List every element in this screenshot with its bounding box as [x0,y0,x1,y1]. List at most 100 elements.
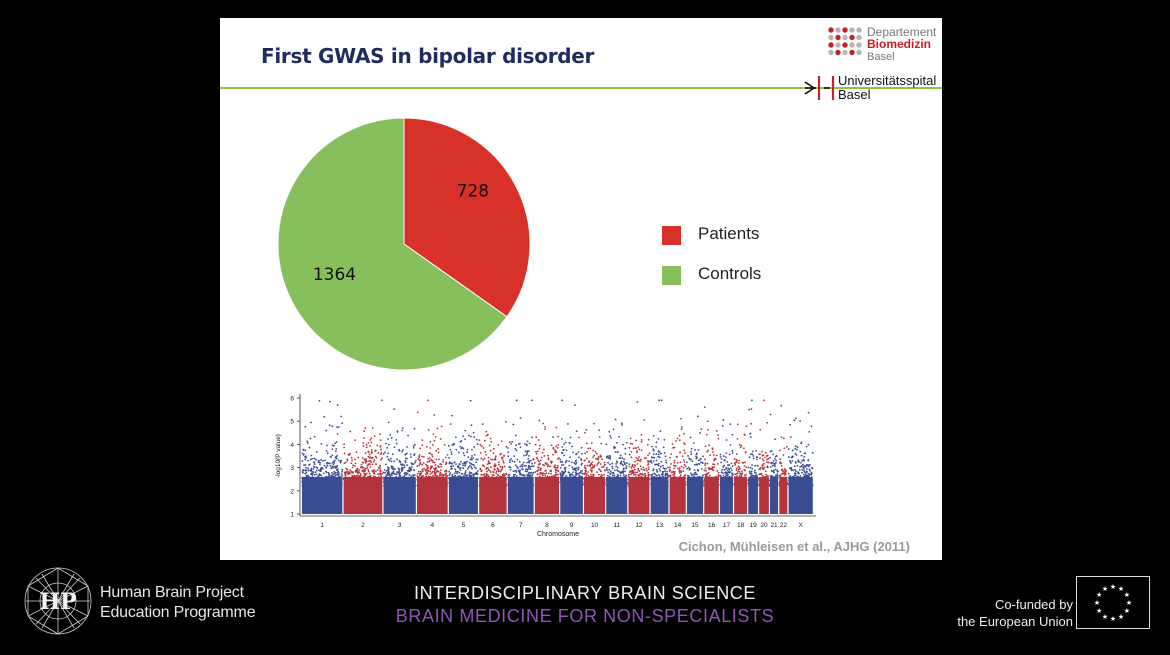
snp-point [533,461,536,464]
snp-point [545,484,548,487]
snp-point [377,466,380,469]
snp-point [453,481,456,484]
snp-point [484,451,487,453]
snp-point [706,475,709,478]
snp-point [499,470,502,473]
snp-point [313,474,316,476]
snp-point [434,476,436,478]
snp-point [554,468,557,471]
snp-point [727,467,730,470]
snp-point [644,482,647,485]
snp-point [364,452,367,455]
snp-point [395,439,398,441]
snp-point [311,472,313,474]
snp-point [387,468,390,471]
snp-point [716,463,719,465]
snp-point [486,433,489,436]
snp-point [316,484,319,487]
slide-title: First GWAS in bipolar disorder [261,44,595,68]
snp-point [584,452,586,455]
snp-point [405,479,407,481]
snp-point [479,443,482,446]
snp-point [365,446,368,449]
snp-point [372,460,375,463]
snp-point [748,470,751,473]
snp-point [321,466,323,469]
snp-point [470,457,473,460]
snp-point [571,484,574,487]
snp-point [499,466,502,468]
snp-point [334,456,337,459]
snp-point [459,460,462,463]
snp-point [539,469,542,471]
snp-point [465,478,467,481]
snp-point [692,442,695,444]
snp-point [705,433,708,436]
snp-point [554,471,557,474]
snp-point [333,462,336,464]
snp-point [412,445,415,447]
snp-point [635,456,638,459]
logo-dot [842,42,848,48]
snp-point [673,446,676,449]
snp-point [396,471,399,473]
snp-point [615,465,618,468]
snp-point [634,478,637,480]
snp-point [547,480,550,483]
snp-point [365,443,368,446]
snp-point [426,472,429,475]
snp-point [433,479,436,482]
snp-point [615,484,617,487]
snp-point [345,477,348,479]
snp-point [398,468,400,471]
snp-point [483,439,486,442]
snp-point [678,469,681,471]
snp-point [717,484,720,486]
snp-point [734,476,737,479]
snp-point [325,476,327,479]
snp-point [523,464,526,467]
snp-point [750,478,753,480]
snp-point [698,484,701,486]
snp-point [414,443,416,446]
x-tick-label: 1 [320,522,324,529]
snp-point [489,478,492,481]
snp-point [648,478,651,481]
snp-point [572,471,575,474]
snp-point [361,457,364,459]
snp-point [402,484,404,487]
snp-point [542,422,545,425]
snp-point [680,428,683,431]
snp-point [637,459,640,462]
snp-point [789,423,792,426]
snp-point [433,470,436,473]
snp-point [532,458,535,461]
snp-point [350,462,353,465]
snp-point [684,465,687,468]
snp-point [750,408,753,411]
snp-point [717,471,720,474]
x-tick-label: X [799,522,804,529]
snp-point [450,461,452,464]
snp-point [485,483,488,485]
snp-point [599,463,602,465]
snp-point [357,456,360,459]
snp-point [407,479,409,482]
logo-line-3: Basel [867,51,895,63]
snp-point [501,484,504,487]
snp-point [483,480,486,483]
snp-point [647,454,649,457]
snp-point [375,463,377,465]
snp-point [790,466,793,469]
snp-point [798,468,801,471]
snp-point [408,474,411,476]
snp-point [696,485,699,487]
snp-point [355,451,358,454]
snp-point [759,466,762,469]
snp-point [650,459,652,462]
snp-point [457,451,460,454]
snp-point [704,458,706,461]
snp-point [312,465,315,468]
snp-point [466,460,469,463]
snp-point [669,456,672,459]
